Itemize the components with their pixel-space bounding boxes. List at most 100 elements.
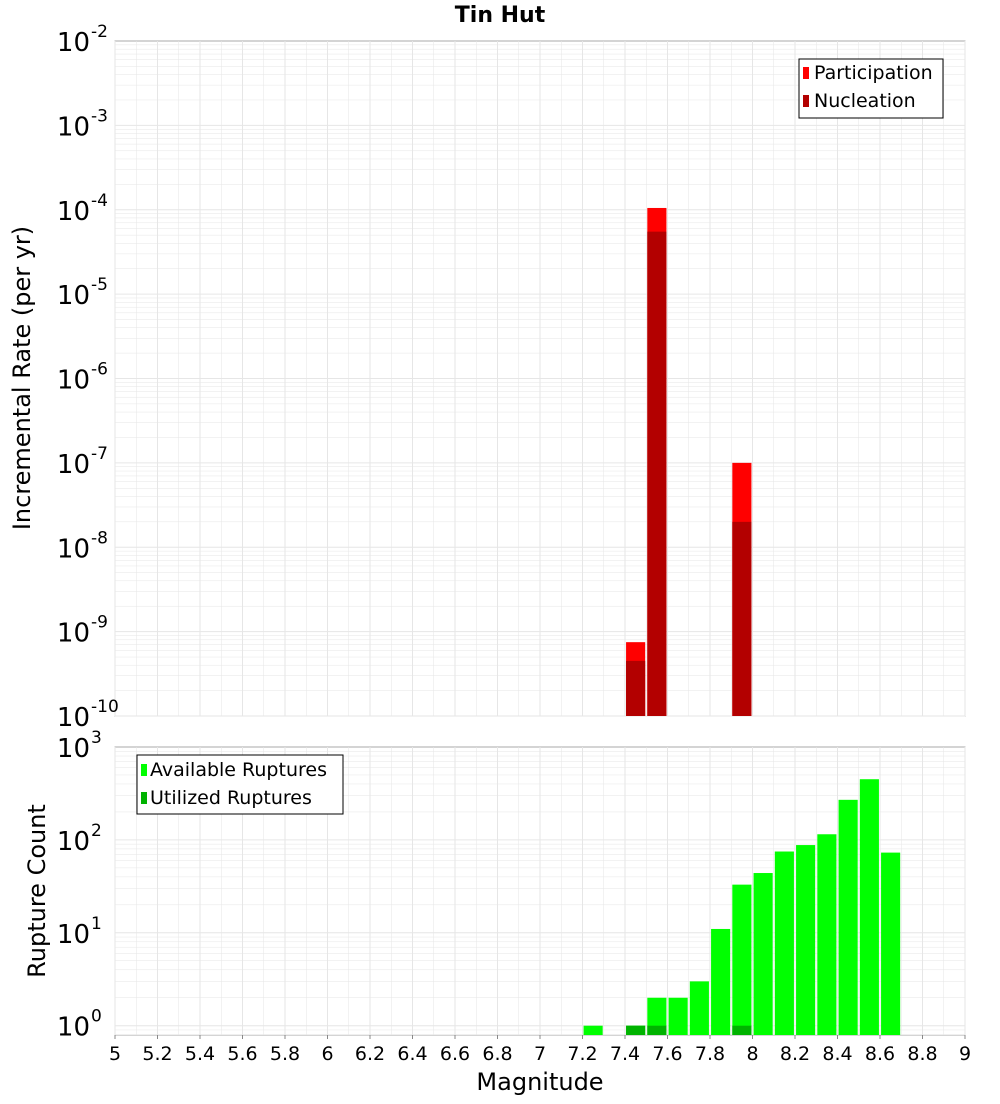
rate-panel: 10-210-310-410-510-610-710-810-910-10 In… [8, 22, 966, 733]
rate-y-tick-exponent: -3 [91, 106, 108, 126]
available-ruptures-bar [753, 873, 773, 1035]
utilized-ruptures-bar [732, 1025, 752, 1035]
tick-base: 10 [57, 827, 90, 857]
tick-base: 10 [57, 1013, 90, 1043]
utilized-ruptures-bar [626, 1025, 646, 1035]
tick-base: 10 [57, 920, 90, 950]
x-tick-label: 5 [109, 1043, 121, 1065]
rate-bars [626, 207, 752, 716]
rate-y-tick-exponent: -4 [91, 191, 108, 211]
rate-y-tick-exponent: -2 [91, 22, 108, 42]
nucleation-legend-label: Nucleation [814, 90, 916, 112]
count-y-tick-label: 10 [57, 734, 90, 764]
rate-y-axis-label: Incremental Rate (per yr) [8, 226, 36, 530]
available-ruptures-bar [817, 834, 837, 1035]
rate-legend-box [798, 58, 944, 119]
nucleation-bar [626, 660, 646, 716]
rate-gridlines [114, 41, 966, 717]
x-tick-label: 9 [959, 1043, 971, 1065]
available-ruptures-bar [689, 981, 709, 1035]
available-ruptures-bar [881, 852, 901, 1035]
tick-base: 10 [57, 28, 90, 58]
x-tick-label: 5.8 [270, 1043, 300, 1065]
x-tick-label: 8.8 [907, 1043, 937, 1065]
tick-base: 10 [57, 112, 90, 142]
count-y-tick-label: 10 [57, 1013, 90, 1043]
available-ruptures-bar [732, 884, 752, 1035]
x-tick-label: 7.2 [567, 1043, 597, 1065]
x-axis-label: Magnitude [476, 1068, 603, 1096]
tick-base: 10 [57, 366, 90, 396]
available-ruptures-bar [668, 997, 688, 1035]
rate-y-tick-labels: 10-210-310-410-510-610-710-810-910-10 [57, 22, 119, 733]
count-legend-box [136, 754, 344, 815]
rate-y-tick-exponent: -8 [91, 528, 108, 548]
count-y-tick-exponent: 2 [91, 821, 102, 841]
rate-y-tick-label: 10 [57, 703, 90, 733]
count-y-tick-exponent: 1 [91, 914, 102, 934]
x-tick-label: 8.6 [865, 1043, 895, 1065]
nucleation-bar [647, 231, 667, 716]
x-tick-label: 7 [534, 1043, 546, 1065]
rate-y-tick-label: 10 [57, 28, 90, 58]
x-tick-label: 8 [746, 1043, 758, 1065]
utilized-legend-swatch [141, 792, 147, 804]
x-tick-label: 6.4 [397, 1043, 427, 1065]
rate-y-tick-label: 10 [57, 112, 90, 142]
x-tick-label: 6.2 [355, 1043, 385, 1065]
x-tick-label: 6.6 [440, 1043, 470, 1065]
available-ruptures-bar [796, 845, 816, 1035]
tick-base: 10 [57, 619, 90, 649]
x-tick-label: 8.4 [822, 1043, 852, 1065]
tick-base: 10 [57, 703, 90, 733]
count-y-tick-exponent: 3 [91, 728, 102, 748]
available-legend-label: Available Ruptures [150, 759, 327, 781]
x-tick-label: 6 [321, 1043, 333, 1065]
rate-y-tick-label: 10 [57, 197, 90, 227]
x-tick-label: 8.2 [780, 1043, 810, 1065]
count-legend: Available Ruptures Utilized Ruptures [136, 754, 344, 815]
tick-base: 10 [57, 450, 90, 480]
participation-legend-swatch [803, 67, 809, 79]
rate-y-tick-label: 10 [57, 366, 90, 396]
rate-y-tick-exponent: -7 [91, 444, 108, 464]
participation-legend-label: Participation [814, 62, 933, 84]
count-y-tick-label: 10 [57, 920, 90, 950]
tick-base: 10 [57, 534, 90, 564]
count-bars [583, 779, 901, 1035]
rate-y-tick-exponent: -5 [91, 275, 108, 295]
x-tick-label: 5.2 [142, 1043, 172, 1065]
nucleation-bar [732, 521, 752, 716]
rate-y-tick-exponent: -6 [91, 360, 108, 380]
rate-y-tick-exponent: -9 [91, 613, 108, 633]
count-y-tick-label: 10 [57, 827, 90, 857]
rate-y-tick-exponent: -10 [91, 697, 119, 717]
x-tick-label: 7.6 [652, 1043, 682, 1065]
utilized-ruptures-bar [647, 1025, 667, 1035]
tick-base: 10 [57, 281, 90, 311]
x-tick-label: 7.8 [695, 1043, 725, 1065]
rate-legend: Participation Nucleation [798, 58, 944, 119]
x-tick-label: 5.4 [185, 1043, 215, 1065]
rate-y-tick-label: 10 [57, 534, 90, 564]
available-ruptures-bar [859, 779, 879, 1035]
chart-title: Tin Hut [455, 3, 546, 28]
available-ruptures-bar [583, 1025, 603, 1035]
rate-y-tick-label: 10 [57, 619, 90, 649]
rate-y-tick-label: 10 [57, 281, 90, 311]
available-ruptures-bar [711, 928, 731, 1035]
x-tick-label: 7.4 [610, 1043, 640, 1065]
available-ruptures-bar [774, 851, 794, 1035]
x-tick-label: 5.6 [227, 1043, 257, 1065]
utilized-legend-label: Utilized Ruptures [150, 787, 312, 809]
available-legend-swatch [141, 764, 147, 776]
x-tick-labels: 5 5.2 5.4 5.6 5.8 6 6.2 6.4 6.6 6.8 7 7.2 7.4 7.6 7.8 8… [109, 1035, 971, 1065]
tick-base: 10 [57, 197, 90, 227]
x-tick-label: 6.8 [482, 1043, 512, 1065]
tick-base: 10 [57, 734, 90, 764]
count-y-axis-label: Rupture Count [23, 804, 51, 978]
